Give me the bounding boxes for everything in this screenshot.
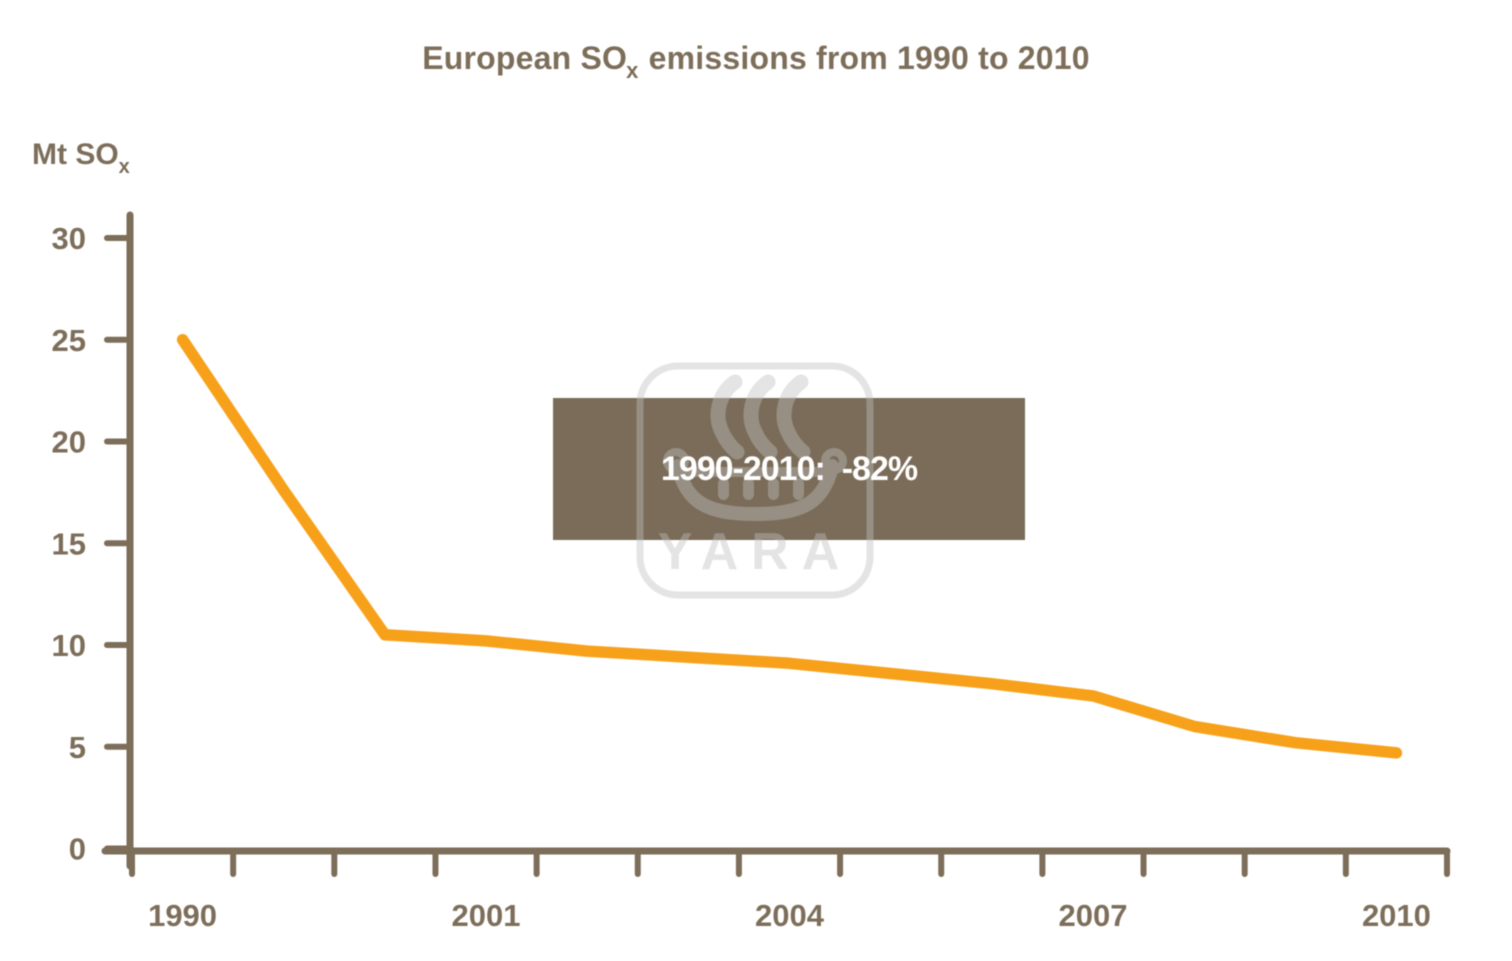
x-tick-label: 2001 xyxy=(452,898,521,933)
y-tick-label: 20 xyxy=(52,425,86,460)
chart-title-prefix: European SO xyxy=(422,40,628,76)
annotation-label: 1990-2010: -82% xyxy=(660,449,918,488)
x-tick-label: 2004 xyxy=(755,898,825,933)
yara-watermark: YARA xyxy=(636,362,874,599)
watermark-border xyxy=(636,362,874,599)
y-axis-title-subscript: x xyxy=(118,156,130,178)
y-tick-label: 25 xyxy=(52,323,86,358)
y-tick-label: 15 xyxy=(52,526,86,561)
y-tick-label: 5 xyxy=(69,730,86,765)
yara-watermark-text: YARA xyxy=(658,523,853,581)
annotation-box xyxy=(553,398,1025,540)
y-tick-label: 0 xyxy=(69,832,86,867)
annotation-text-layer: 1990-2010: -82% xyxy=(553,398,1025,540)
y-axis-title: Mt SOx xyxy=(32,138,130,178)
y-axis-title-prefix: Mt SO xyxy=(32,138,119,171)
x-tick-label: 2010 xyxy=(1362,898,1431,933)
emissions-line xyxy=(176,333,1403,759)
x-tick-label: 1990 xyxy=(148,898,217,933)
chart-title-suffix: emissions from 1990 to 2010 xyxy=(639,40,1090,76)
chart-title-subscript: x xyxy=(626,58,639,84)
x-tick-label: 2007 xyxy=(1058,898,1127,933)
y-tick-label: 10 xyxy=(52,628,86,663)
chart-title: European SOx emissions from 1990 to 2010 xyxy=(0,40,1512,84)
yara-ship-icon xyxy=(663,374,847,522)
y-tick-label: 30 xyxy=(52,221,86,256)
